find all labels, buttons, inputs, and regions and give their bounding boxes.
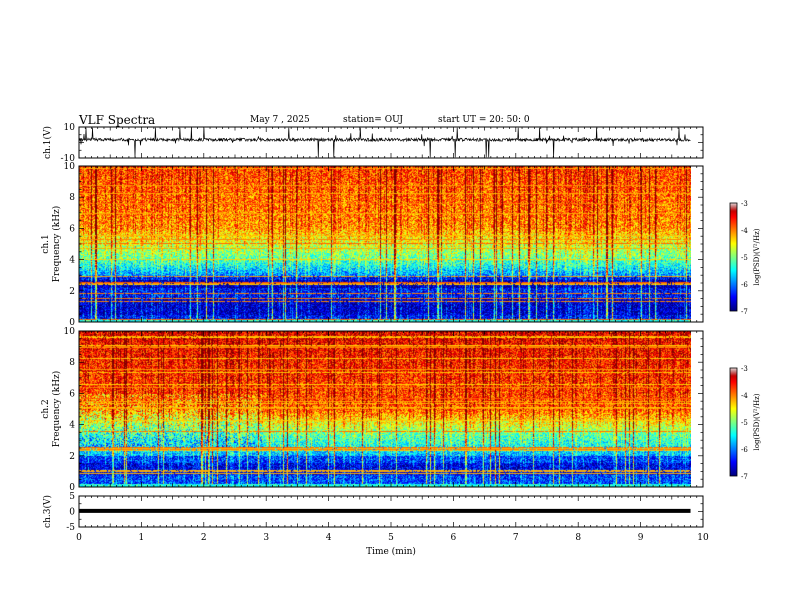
chart-title: VLF Spectra [79, 113, 156, 127]
x-tick-label-7: 7 [513, 533, 519, 543]
ch1-spec-ytick-label-4: 8 [69, 193, 75, 203]
ch1-wave-ytick-label-1: -10 [61, 154, 76, 164]
ch3-wave-series-line [79, 508, 691, 513]
panel-frame-s2 [78, 330, 704, 488]
ch3-wave-ylabel: ch.3(V) [42, 495, 53, 528]
x-tick-label-8: 8 [575, 533, 581, 543]
ch2-spec-ytick-label-1: 2 [69, 452, 75, 462]
ch1-colorbar-frame [729, 202, 738, 312]
ch1-spec-ytick-label-3: 6 [69, 224, 75, 234]
date-label: May 7 , 2025 [250, 115, 310, 125]
x-tick-label-2: 2 [201, 533, 207, 543]
start-ut-label: start UT = 20: 50: 0 [438, 115, 530, 125]
ch2-colorbar-frame [729, 367, 738, 477]
station-label: station= OUJ [343, 115, 404, 125]
ch2-colorbar-image [730, 368, 737, 476]
ch1-spec-ytick-label-5: 10 [64, 162, 76, 172]
ch2-colorbar-tick-3: -6 [741, 446, 748, 454]
ch1-colorbar-tick-4: -7 [741, 308, 748, 316]
x-tick-label-1: 1 [139, 533, 145, 543]
ch2-spec-ytick-label-0: 0 [69, 483, 75, 493]
ch2-colorbar-tick-0: -3 [741, 365, 748, 373]
ch2-spec-ytick-label-2: 4 [69, 421, 75, 431]
ch1-colorbar-tick-1: -4 [741, 227, 748, 235]
ch3-wave-ytick-label-2: -5 [66, 523, 75, 533]
ch3-wave-ytick-label-1: 0 [69, 508, 75, 518]
ch1-spec-ytick-label-2: 4 [69, 256, 75, 266]
ch2-spec-ytick-label-5: 10 [64, 327, 76, 337]
x-tick-label-10: 10 [697, 533, 709, 543]
ch2-spec-ytick-label-4: 8 [69, 358, 75, 368]
ch2-colorbar-tick-4: -7 [741, 473, 748, 481]
x-tick-label-4: 4 [326, 533, 332, 543]
x-tick-label-5: 5 [388, 533, 394, 543]
x-axis-label: Time (min) [366, 546, 416, 557]
ch1-colorbar-image [730, 203, 737, 311]
ch1-spec-ytick-label-0: 0 [69, 318, 75, 328]
ch1-spec-ylabel-channel: ch.1 [41, 234, 51, 253]
ch1-colorbar-label: log(PSD)(V²/Hz) [753, 228, 761, 285]
panel-frame-s1 [78, 165, 704, 323]
ch1-colorbar-tick-2: -5 [741, 254, 748, 262]
x-tick-label-6: 6 [451, 533, 457, 543]
ch1-spec-ylabel-frequency: Frequency (kHz) [51, 206, 62, 283]
ch2-colorbar-tick-1: -4 [741, 392, 748, 400]
ch2-colorbar-label: log(PSD)(V²/Hz) [753, 393, 761, 450]
ch1-spec-ytick-label-1: 2 [69, 287, 75, 297]
x-tick-label-0: 0 [76, 533, 82, 543]
ch2-spec-ylabel-channel: ch.2 [41, 399, 51, 418]
ch1-colorbar-tick-0: -3 [741, 200, 748, 208]
ch1-wave-ytick-label-0: 10 [64, 123, 76, 133]
ch1-wave-ylabel: ch.1(V) [42, 126, 53, 159]
ch1-colorbar-tick-3: -6 [741, 281, 748, 289]
ch3-wave-ytick-label-0: 5 [69, 492, 75, 502]
ch1-wave-series-line [78, 127, 691, 158]
x-tick-label-3: 3 [263, 533, 269, 543]
x-tick-label-9: 9 [638, 533, 644, 543]
ch1-spectrogram-image [79, 166, 691, 322]
ch2-spectrogram-image [79, 331, 691, 487]
ch2-spec-ytick-label-3: 6 [69, 389, 75, 399]
ch2-spec-ylabel-frequency: Frequency (kHz) [51, 371, 62, 448]
ch2-colorbar-tick-2: -5 [741, 419, 748, 427]
